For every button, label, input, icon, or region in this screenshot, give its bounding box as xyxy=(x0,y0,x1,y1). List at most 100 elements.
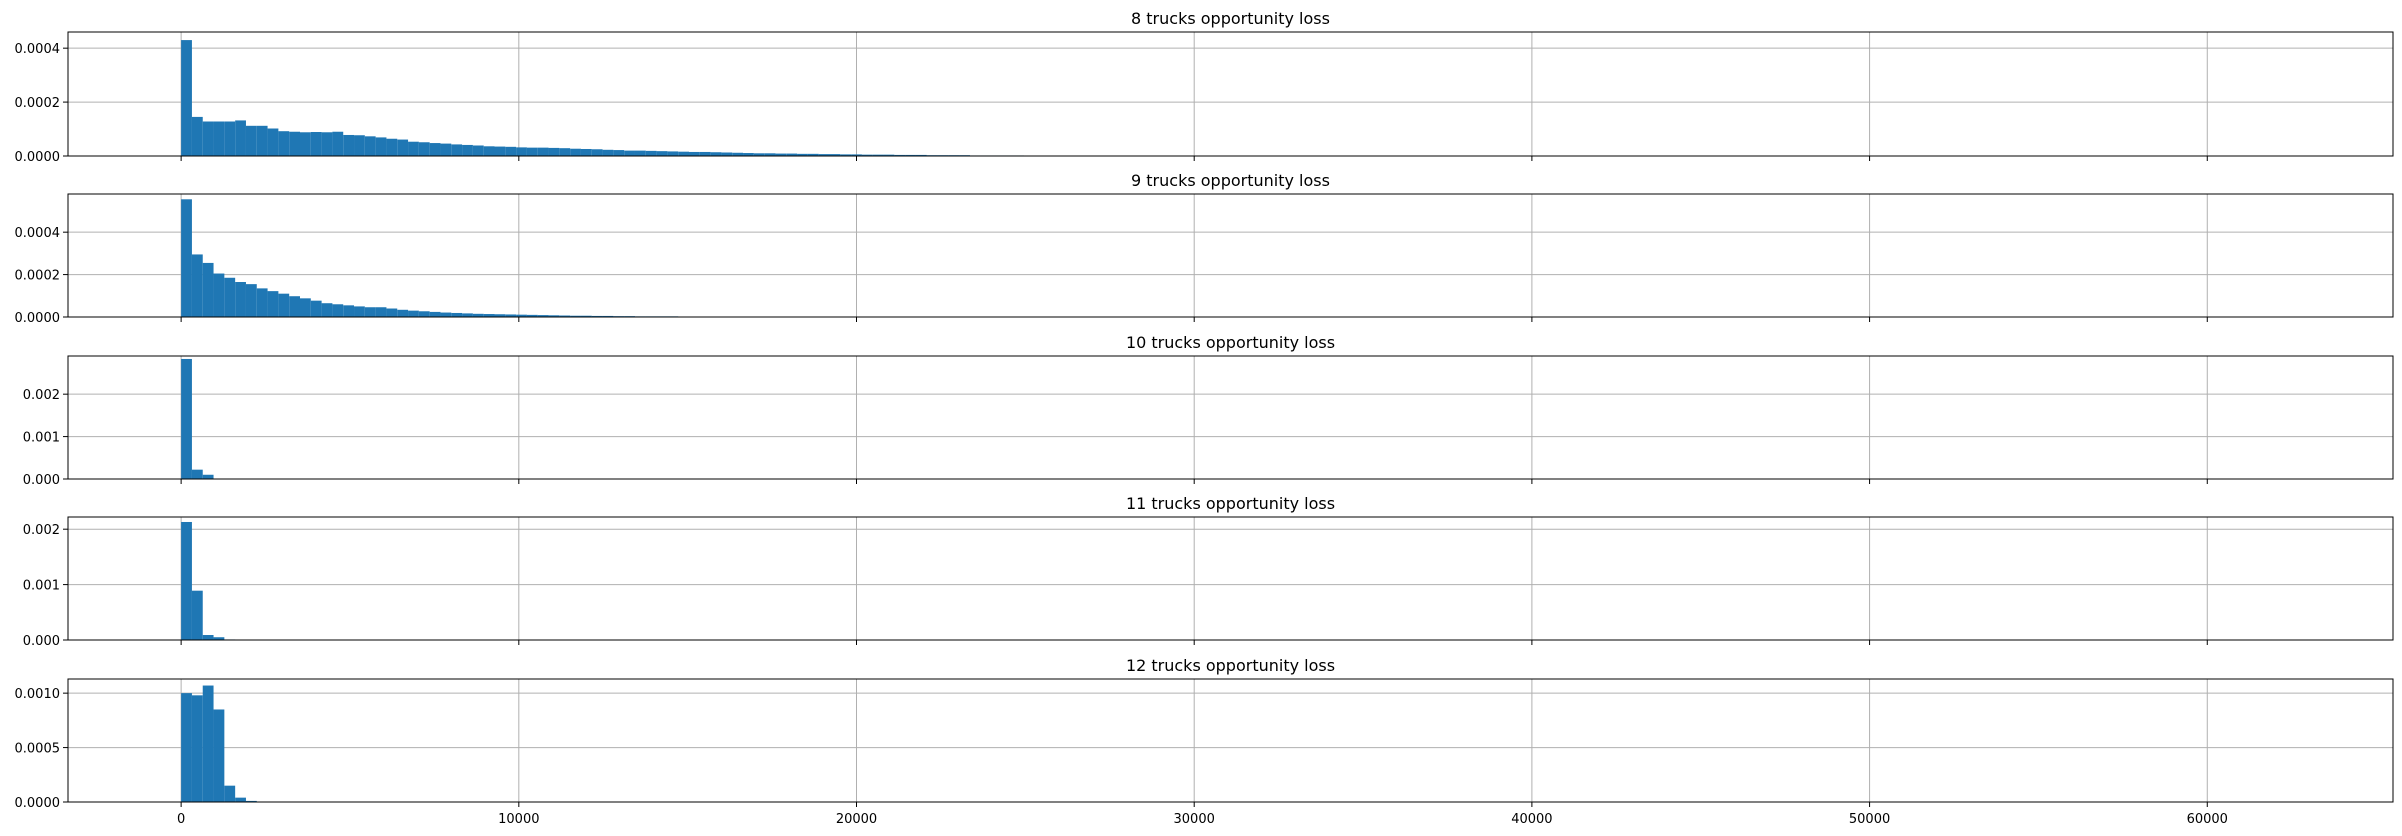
histogram-bar xyxy=(181,40,192,156)
histogram-bar xyxy=(267,128,279,156)
histogram-bar xyxy=(915,154,927,156)
subplot-title: 10 trucks opportunity loss xyxy=(1126,333,1335,352)
histogram-bar xyxy=(202,262,214,317)
histogram-bar xyxy=(354,306,365,317)
histogram-bar xyxy=(235,797,246,802)
histogram-bar xyxy=(440,143,452,156)
histogram-bar xyxy=(202,635,214,640)
histogram-bar xyxy=(429,143,441,156)
histogram-bar xyxy=(753,153,765,156)
histogram-bar xyxy=(872,154,884,156)
x-tick-label: 50000 xyxy=(1849,812,1890,827)
histogram-bar xyxy=(408,310,419,317)
histogram-bar xyxy=(656,151,668,156)
histogram-bar xyxy=(699,151,711,156)
y-tick-label: 0.001 xyxy=(23,579,60,594)
histogram-bar xyxy=(710,152,722,156)
histogram-bar xyxy=(310,300,322,317)
histogram-bar xyxy=(451,144,463,156)
histogram-bar xyxy=(689,151,700,156)
x-tick-label: 30000 xyxy=(1174,812,1215,827)
histogram-bar xyxy=(299,298,311,317)
histogram-bar xyxy=(386,308,398,317)
histogram-bar xyxy=(602,315,614,317)
histogram-bar xyxy=(645,150,657,156)
subplot-title: 11 trucks opportunity loss xyxy=(1126,494,1335,513)
subplot-title: 9 trucks opportunity loss xyxy=(1131,171,1330,190)
histogram-bar xyxy=(829,154,841,156)
histogram-bar xyxy=(224,277,236,317)
x-tick-label: 0 xyxy=(177,812,185,827)
x-tick-label: 10000 xyxy=(498,812,539,827)
histogram-bar xyxy=(213,637,225,640)
histogram-bar xyxy=(602,149,614,156)
histogram-bar xyxy=(743,153,754,156)
histogram-bar xyxy=(526,147,538,156)
histogram-bar xyxy=(256,288,268,317)
histogram-bar xyxy=(786,153,798,156)
axes-frame xyxy=(67,516,2394,641)
histogram-bar xyxy=(451,312,463,317)
histogram-bar xyxy=(191,254,203,317)
histogram-bar xyxy=(364,136,376,156)
histogram-bar xyxy=(289,296,300,317)
histogram-bar xyxy=(516,147,527,156)
histogram-bar xyxy=(375,307,387,317)
histogram-bar xyxy=(278,131,290,156)
histogram-bar xyxy=(245,125,257,156)
histogram-bar xyxy=(191,469,203,479)
histogram-bar xyxy=(213,709,225,802)
histogram-bar xyxy=(613,150,625,156)
histogram-bar xyxy=(332,304,344,317)
subplot-1: 8 trucks opportunity loss 0.0000 0.0002 0.0… xyxy=(15,9,2394,165)
histogram-bar xyxy=(462,144,473,156)
histogram-bar xyxy=(559,148,571,156)
y-tick-label: 0.0002 xyxy=(15,269,61,284)
histogram-bar xyxy=(883,154,895,156)
histogram-bar xyxy=(667,151,679,156)
histogram-bar xyxy=(764,153,776,156)
histogram-bar xyxy=(732,152,744,156)
axes-frame xyxy=(67,678,2394,803)
histogram-bar xyxy=(397,309,409,317)
histogram-bar xyxy=(332,131,344,156)
histogram-bar xyxy=(181,693,192,802)
histogram-bar xyxy=(224,785,236,802)
histogram-bar xyxy=(494,314,506,317)
subplot-title: 12 trucks opportunity loss xyxy=(1126,656,1335,675)
histogram-bar xyxy=(408,141,419,156)
histogram-bar xyxy=(505,314,517,317)
subplot-3: 10 trucks opportunity loss 0.000 0.001 0.00… xyxy=(23,333,2394,488)
y-tick-label: 0.002 xyxy=(23,523,60,538)
histogram-bar xyxy=(278,293,290,317)
histogram-bar xyxy=(321,132,333,156)
y-tick-label: 0.000 xyxy=(23,473,60,488)
histogram-bar xyxy=(440,312,452,317)
histogram-bar xyxy=(213,273,225,317)
y-tick-label: 0.0004 xyxy=(15,42,61,57)
x-tick-label: 40000 xyxy=(1511,812,1552,827)
y-tick-label: 0.0005 xyxy=(15,742,61,757)
histogram-bar xyxy=(591,149,603,156)
histogram-bar xyxy=(202,121,214,156)
histogram-bar xyxy=(429,311,441,317)
axes-frame xyxy=(67,193,2394,318)
y-tick-label: 0.0010 xyxy=(15,687,61,702)
y-tick-label: 0.0002 xyxy=(15,96,61,111)
histogram-bar xyxy=(235,120,246,156)
histogram-bar xyxy=(418,142,430,156)
histogram-bar xyxy=(462,313,473,317)
histogram-bar xyxy=(861,154,873,156)
histogram-bar xyxy=(483,146,495,156)
histogram-bar xyxy=(570,148,581,156)
histogram-bar xyxy=(354,135,365,156)
histogram-bar xyxy=(721,152,733,156)
axes-frame xyxy=(67,355,2394,480)
histogram-bar xyxy=(818,154,830,156)
y-tick-label: 0.0004 xyxy=(15,226,61,241)
y-tick-label: 0.001 xyxy=(23,431,60,446)
histogram-bar xyxy=(624,150,635,156)
histogram-bar xyxy=(418,311,430,317)
subplot-2: 9 trucks opportunity loss 0.0000 0.0002 0.0… xyxy=(15,171,2394,326)
